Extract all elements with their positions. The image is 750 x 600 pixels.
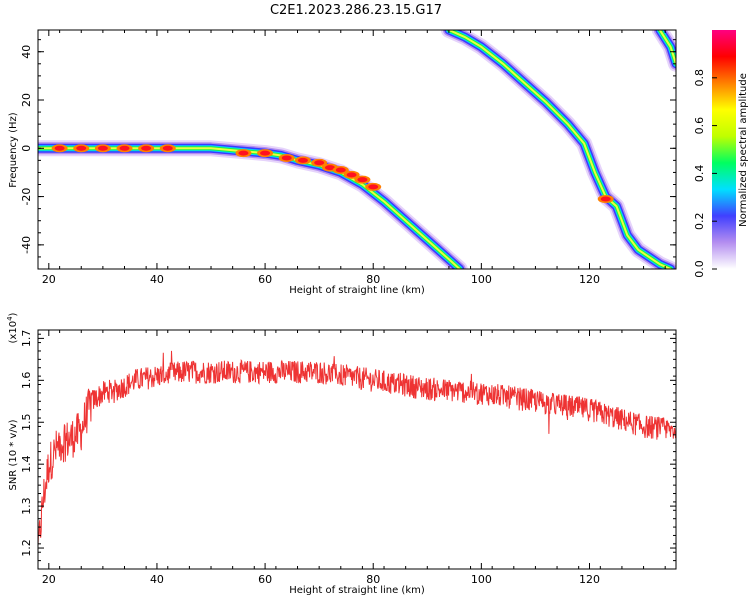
- spectrogram-peak: [97, 145, 108, 151]
- spectrogram-peak: [324, 165, 335, 171]
- spectrogram-peak: [141, 145, 152, 151]
- colorbar-label: Normalized spectral amplitude: [738, 73, 749, 227]
- spectrogram-xtick-label: 60: [258, 273, 272, 286]
- spectrogram-peak: [162, 145, 173, 151]
- snr-ytick-label: 1.5: [20, 413, 33, 431]
- snr-xtick-label: 80: [366, 573, 380, 586]
- spectrogram-peak: [260, 150, 271, 156]
- spectrogram-xtick-label: 40: [150, 273, 164, 286]
- spectrogram-peak: [54, 145, 65, 151]
- spectrogram-peak: [119, 145, 130, 151]
- spectrogram-peaks: [51, 144, 614, 203]
- figure-title: C2E1.2023.286.23.15.G17: [270, 3, 442, 18]
- spectrogram-peak: [357, 177, 368, 183]
- spectrogram-peak: [346, 172, 357, 178]
- spectrogram-xtick-label: 120: [579, 273, 600, 286]
- snr-ytick-label: 1.7: [20, 330, 33, 348]
- snr-ytick-label: 1.4: [20, 455, 33, 473]
- spectrogram-ylabel: Frequency (Hz): [8, 112, 19, 188]
- spectrogram-frame: [37, 29, 677, 270]
- spectrogram-peak: [600, 196, 611, 202]
- colorbar-ticks: 0.0 0.2 0.4 0.6 0.8: [693, 69, 717, 278]
- snr-axes: 20 40 60 80 100 120 1.2 1.3 1.4 1.5 1.6 1.7: [20, 330, 676, 586]
- spectrogram-ytick-label: -40: [20, 236, 33, 254]
- snr-xtick-label: 40: [150, 573, 164, 586]
- ridge-core-1: [447, 30, 672, 269]
- spectrogram-axes: 20 40 60 80 100 120 -40 -20 0 20 40: [20, 30, 676, 286]
- snr-xtick-label: 60: [258, 573, 272, 586]
- snr-xtick-label: 20: [42, 573, 56, 586]
- colorbar-tick-label: 0.6: [693, 117, 706, 135]
- snr-ylabel: SNR (10 * v/v): [8, 419, 19, 490]
- snr-frame: [37, 329, 677, 570]
- colorbar-tick-label: 0.2: [693, 212, 706, 230]
- colorbar-tick-label: 0.8: [693, 69, 706, 87]
- spectrogram-peak: [314, 160, 325, 166]
- spectrogram-ytick-label: 20: [20, 93, 33, 107]
- spectrogram-peak: [335, 167, 346, 173]
- spectrogram-ytick-label: 0: [20, 145, 33, 152]
- spectrogram-peak: [238, 150, 249, 156]
- spectrogram-peak: [76, 145, 87, 151]
- snr-xtick-label: 100: [471, 573, 492, 586]
- snr-multiplier: (x104): [6, 312, 19, 343]
- snr-xlabel: Height of straight line (km): [289, 585, 425, 596]
- spectrogram-panel: 20 40 60 80 100 120 -40 -20 0 20 40 Height of stra…: [8, 29, 677, 296]
- snr-series-line: [37, 350, 677, 546]
- spectrogram-peak: [297, 157, 308, 163]
- spectrogram-xlabel: Height of straight line (km): [289, 285, 425, 296]
- spectrogram-xtick-label: 80: [366, 273, 380, 286]
- spectrogram-ytick-label: -20: [20, 188, 33, 206]
- snr-panel: 20 40 60 80 100 120 1.2 1.3 1.4 1.5 1.6 1.7 Height …: [6, 312, 677, 596]
- colorbar-tick-label: 0.4: [693, 165, 706, 183]
- ridge-core-2: [658, 30, 676, 65]
- snr-ytick-label: 1.6: [20, 372, 33, 390]
- spectrogram-ytick-label: 40: [20, 45, 33, 59]
- colorbar-gradient: [712, 30, 736, 269]
- snr-ytick-label: 1.3: [20, 497, 33, 514]
- spectrogram-xtick-label: 100: [471, 273, 492, 286]
- spectrogram-xtick-label: 20: [42, 273, 56, 286]
- snr-xtick-label: 120: [579, 573, 600, 586]
- snr-ytick-label: 1.2: [20, 539, 33, 557]
- spectrogram-peak: [368, 184, 379, 190]
- colorbar: 0.0 0.2 0.4 0.6 0.8 Normalized spectral ampl…: [693, 30, 749, 278]
- colorbar-tick-label: 0.0: [693, 260, 706, 278]
- spectrogram-peak: [281, 155, 292, 161]
